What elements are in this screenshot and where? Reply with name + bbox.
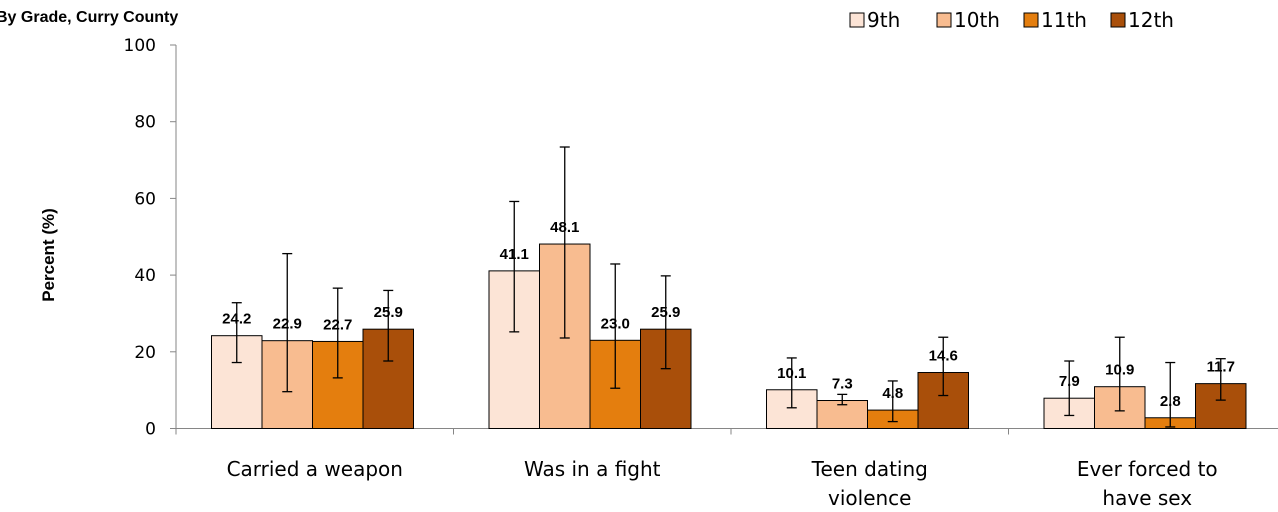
data-label: 14.6: [929, 348, 958, 365]
data-label: 2.8: [1160, 393, 1181, 410]
y-tick-label: 60: [134, 189, 156, 209]
data-label: 11.7: [1207, 359, 1235, 376]
legend-label: 10th: [954, 8, 1000, 32]
data-label: 7.3: [832, 376, 853, 393]
data-label: 10.1: [777, 365, 806, 382]
data-label: 23.0: [601, 315, 630, 332]
data-label: 25.9: [374, 304, 403, 321]
legend-swatch: [1110, 12, 1126, 28]
category-label: Carried a weapon: [227, 457, 403, 481]
category-label: Was in a fight: [524, 457, 661, 481]
legend-swatch: [1023, 12, 1039, 28]
category-label: Ever forced to: [1077, 457, 1218, 481]
category-label: violence: [828, 486, 911, 510]
y-axis-label: Percent (%): [39, 208, 58, 302]
bars: [211, 243, 1247, 430]
legend-label: 12th: [1128, 8, 1174, 32]
data-label: 25.9: [651, 304, 680, 321]
y-tick-label: 40: [134, 266, 156, 286]
category-labels: Carried a weapon Was in a fight Teen datin…: [227, 457, 1218, 510]
data-label: 7.9: [1059, 373, 1080, 390]
data-label: 41.1: [500, 246, 529, 263]
y-tick-label: 20: [134, 343, 156, 363]
data-label: 48.1: [550, 219, 579, 236]
y-tick-label: 100: [124, 36, 156, 56]
legend-swatch: [936, 12, 952, 28]
legend-swatch: [849, 12, 865, 28]
y-tick-label: 0: [145, 420, 156, 440]
category-label: Teen dating: [811, 457, 928, 481]
chart-title: By Grade, Curry County: [0, 9, 178, 26]
y-tick-label: 80: [134, 113, 156, 133]
legend: 9th 10th 11th 12th: [849, 8, 1174, 32]
category-label: have sex: [1102, 486, 1192, 510]
legend-label: 9th: [867, 8, 900, 32]
data-label: 22.7: [323, 316, 352, 333]
data-label: 4.8: [882, 385, 903, 402]
data-label: 22.9: [273, 316, 302, 333]
data-labels: 24.2 41.1 10.1 7.9 22.9 48.1 7.3 10.9 22.7 23.0 4.…: [222, 219, 1235, 410]
error-bars: [231, 146, 1226, 428]
data-label: 24.2: [222, 311, 251, 328]
legend-label: 11th: [1041, 8, 1087, 32]
data-label: 10.9: [1105, 362, 1134, 379]
